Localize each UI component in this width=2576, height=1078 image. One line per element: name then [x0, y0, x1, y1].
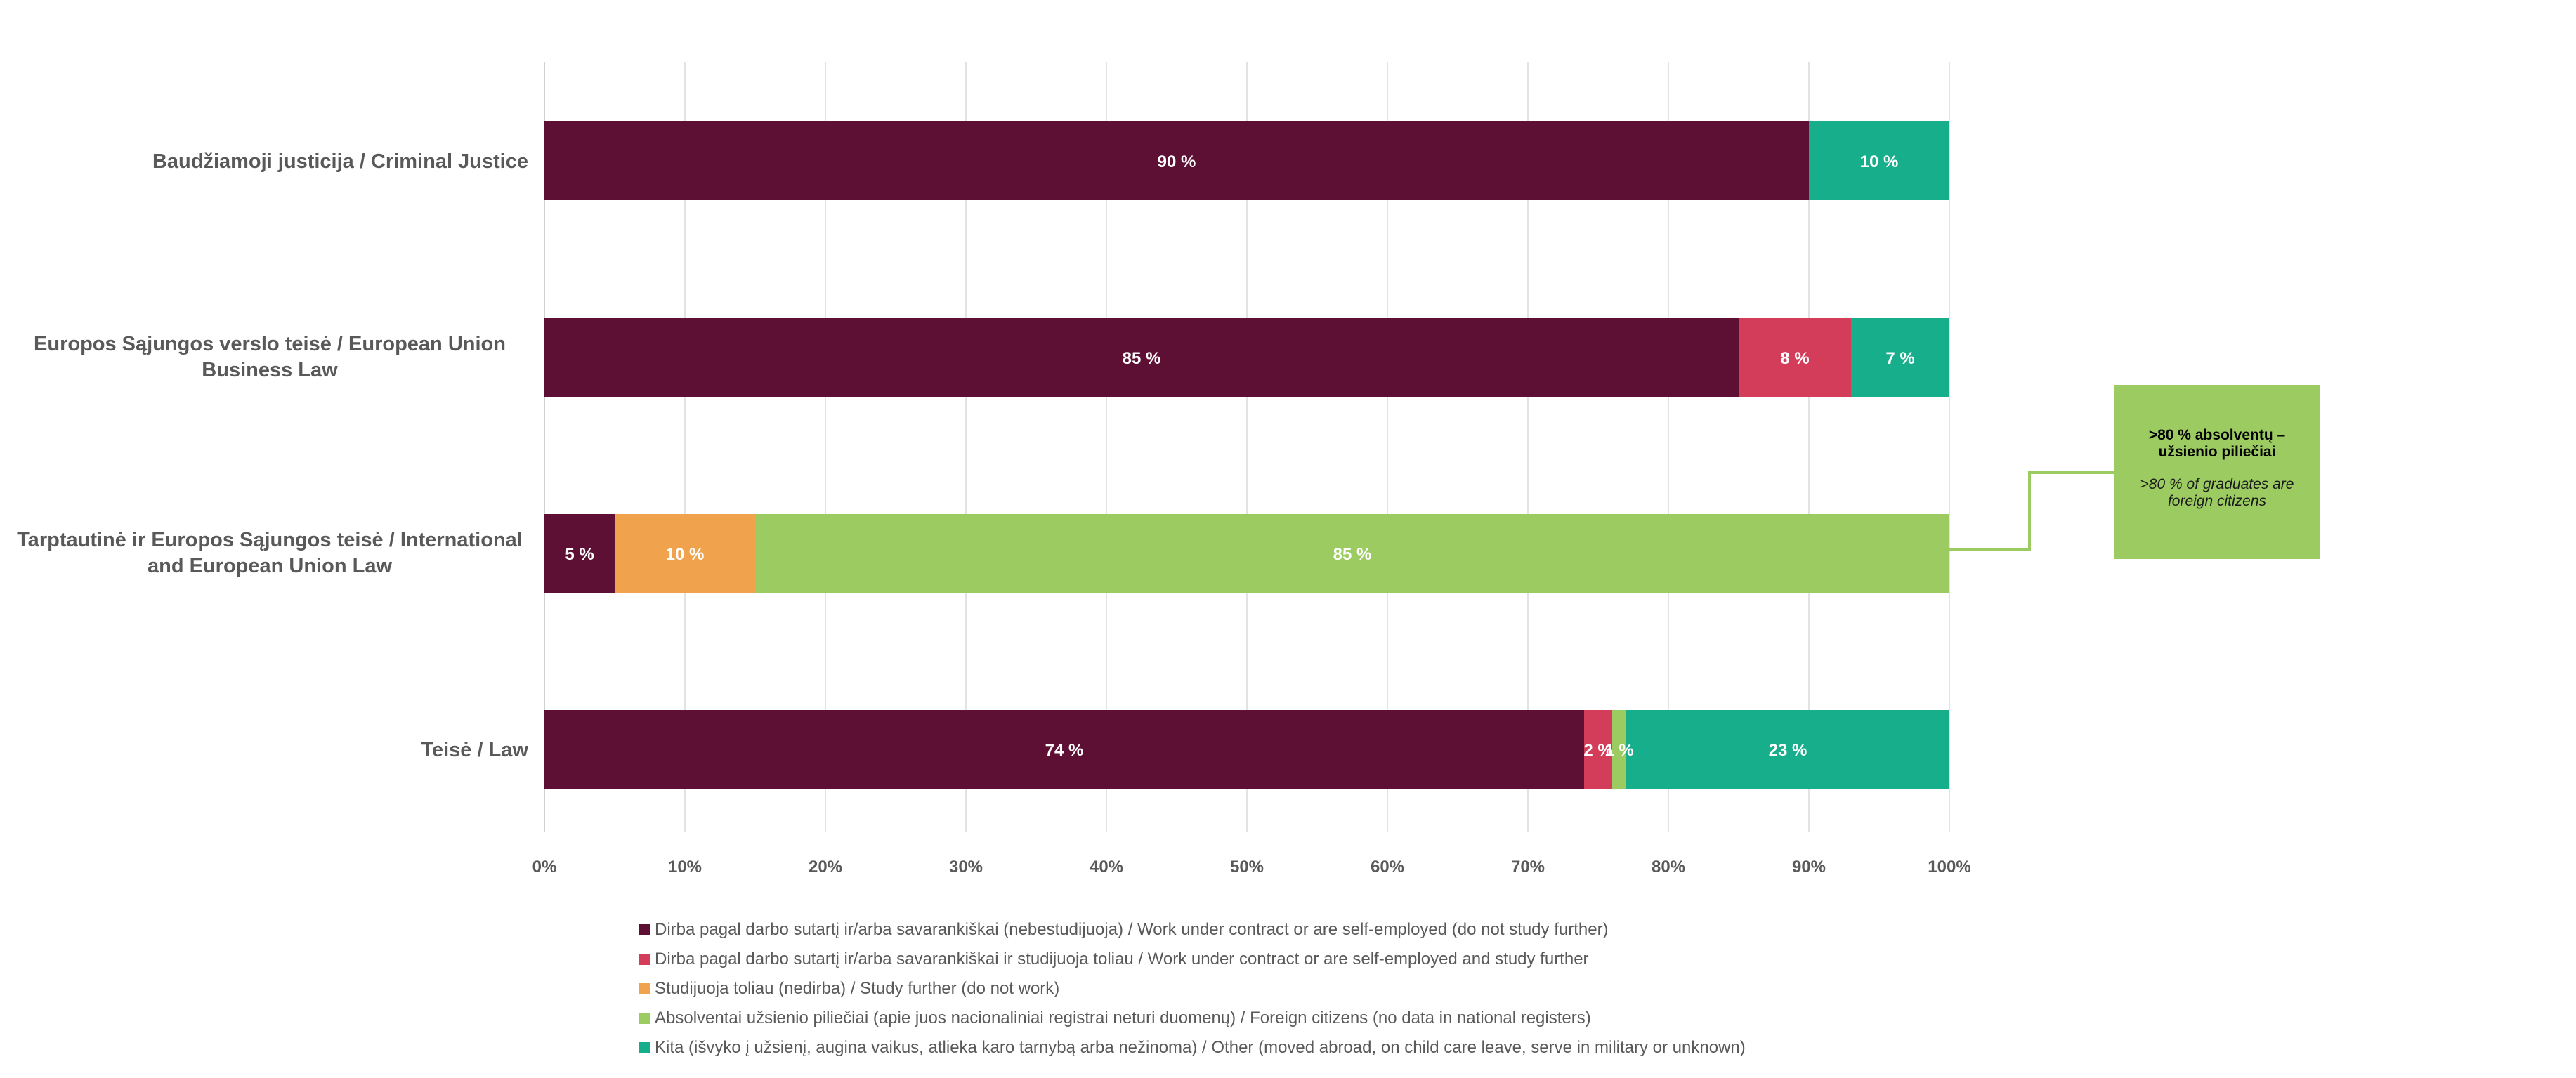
x-tick-label: 20% — [809, 857, 842, 876]
legend-swatch — [639, 1042, 650, 1053]
x-tick-label: 100% — [1928, 857, 1970, 876]
legend-item: Dirba pagal darbo sutartį ir/arba savara… — [639, 945, 1746, 974]
data-label: 74 % — [1045, 741, 1084, 760]
bars — [544, 121, 1949, 789]
category-label-line: and European Union Law — [148, 555, 392, 577]
category-label: Europos Sąjungos verslo teisė / European… — [34, 333, 506, 381]
x-tick-labels: 0% 10% 20% 30% 40% 50% 60% 70% 80% 90% 100% — [532, 857, 1971, 876]
callout-subtitle: >80 % of graduates are foreign citizens — [2140, 476, 2294, 509]
legend-label: Dirba pagal darbo sutartį ir/arba savara… — [655, 920, 1609, 939]
data-label: 5 % — [565, 545, 594, 564]
legend: Dirba pagal darbo sutartį ir/arba savara… — [639, 915, 1746, 1063]
bar-segment — [544, 318, 1739, 397]
data-label: 7 % — [1885, 349, 1914, 368]
legend-swatch — [639, 954, 650, 965]
bar-segment — [1739, 318, 1851, 397]
category-label: Tarptautinė ir Europos Sąjungos teisė / … — [17, 529, 523, 577]
data-label: 85 % — [1333, 545, 1372, 564]
category-label: Teisė / Law — [421, 739, 528, 761]
callout-line — [1949, 471, 2114, 551]
data-label: 90 % — [1158, 152, 1196, 171]
legend-label: Dirba pagal darbo sutartį ir/arba savara… — [655, 949, 1589, 968]
data-label: 8 % — [1780, 349, 1809, 368]
data-label: 10 % — [1860, 152, 1899, 171]
category-label-line: Business Law — [202, 359, 338, 381]
legend-label: Studijuoja toliau (nedirba) / Study furt… — [655, 979, 1060, 998]
bar-segment — [1584, 710, 1612, 789]
callout-title: >80 % absolventų – užsienio piliečiai — [2148, 427, 2286, 460]
x-tick-label: 40% — [1090, 857, 1123, 876]
bar-segment — [1626, 710, 1949, 789]
x-tick-label: 0% — [532, 857, 557, 876]
bar-segment — [544, 514, 615, 593]
x-tick-label: 60% — [1371, 857, 1404, 876]
category-label-line: Tarptautinė ir Europos Sąjungos teisė / … — [17, 529, 523, 551]
data-label: 1 % — [1604, 741, 1633, 760]
legend-swatch — [639, 1013, 650, 1024]
data-labels: 90 % 10 % 85 % 8 % 7 % 5 % 10 % 85 % 74 % 2 %1 % 2… — [565, 152, 1914, 760]
legend-item: Absolventai užsienio piliečiai (apie juo… — [639, 1004, 1746, 1033]
category-label-line: Europos Sąjungos verslo teisė / European… — [34, 333, 506, 355]
data-label: 23 % — [1769, 741, 1807, 760]
legend-swatch — [639, 983, 650, 994]
bar-segment — [1612, 710, 1626, 789]
bar-segment — [544, 121, 1809, 200]
data-label: 10 % — [666, 545, 705, 564]
bar-segment — [544, 710, 1584, 789]
legend-item: Dirba pagal darbo sutartį ir/arba savara… — [639, 915, 1746, 945]
bar-segment — [1809, 121, 1949, 200]
x-tick-label: 80% — [1652, 857, 1685, 876]
legend-label: Kita (išvyko į užsienį, augina vaikus, a… — [655, 1038, 1746, 1057]
legend-item: Kita (išvyko į užsienį, augina vaikus, a… — [639, 1033, 1746, 1063]
category-labels: Baudžiamoji justicija / Criminal Justice… — [17, 150, 528, 761]
x-tick-label: 10% — [668, 857, 702, 876]
bar-segment — [615, 514, 755, 593]
legend-swatch — [639, 924, 650, 935]
callout-annotation: >80 % absolventų – užsienio piliečiai >8… — [2114, 385, 2320, 559]
legend-label: Absolventai užsienio piliečiai (apie juo… — [655, 1008, 1591, 1027]
bar-segment — [755, 514, 1949, 593]
legend-item: Studijuoja toliau (nedirba) / Study furt… — [639, 974, 1746, 1004]
x-tick-label: 50% — [1230, 857, 1264, 876]
bar-segment — [1851, 318, 1949, 397]
category-label: Baudžiamoji justicija / Criminal Justice — [152, 150, 528, 173]
data-label: 85 % — [1123, 349, 1161, 368]
x-tick-label: 90% — [1792, 857, 1826, 876]
x-tick-label: 30% — [949, 857, 983, 876]
x-tick-label: 70% — [1511, 857, 1545, 876]
data-label: 2 % — [1583, 741, 1612, 760]
callout-connector — [1949, 471, 2114, 551]
